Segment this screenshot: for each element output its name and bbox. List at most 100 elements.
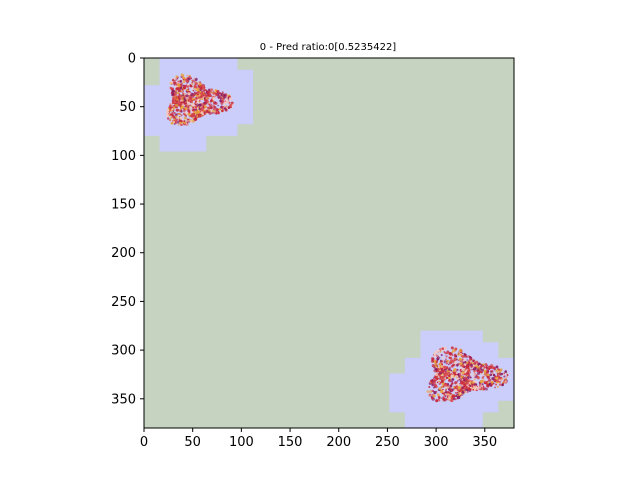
tissue-point xyxy=(195,92,198,94)
tissue-point xyxy=(462,352,464,354)
tissue-point xyxy=(183,102,187,105)
tissue-point xyxy=(431,393,434,396)
tissue-point xyxy=(447,384,449,387)
tissue-point xyxy=(209,109,213,112)
tissue-point xyxy=(199,95,201,98)
tissue-point xyxy=(492,372,494,375)
tissue-point xyxy=(200,92,204,96)
tissue-point xyxy=(450,357,453,361)
tissue-point xyxy=(441,360,444,363)
tissue-point xyxy=(453,358,457,362)
tissue-point xyxy=(496,379,500,383)
tissue-point xyxy=(195,86,198,89)
tissue-point xyxy=(457,395,461,400)
tissue-point xyxy=(436,357,440,361)
tissue-point xyxy=(472,373,476,378)
tissue-point xyxy=(188,111,191,114)
tissue-point xyxy=(478,386,482,390)
tissue-point xyxy=(183,120,186,123)
tissue-point xyxy=(186,74,188,77)
tissue-point xyxy=(445,371,449,375)
x-tick-label: 300 xyxy=(424,435,449,450)
x-tick-label: 200 xyxy=(326,435,351,450)
tissue-point xyxy=(184,107,188,111)
tissue-point xyxy=(444,391,448,394)
tissue-point xyxy=(169,119,172,121)
tissue-point xyxy=(190,98,192,100)
tissue-point xyxy=(462,361,464,363)
tissue-point xyxy=(187,118,189,121)
tissue-point xyxy=(445,376,449,380)
tissue-point xyxy=(196,105,199,107)
x-tick-label: 0 xyxy=(140,435,148,450)
tissue-point xyxy=(180,73,184,77)
tissue-point xyxy=(438,398,440,400)
tissue-point xyxy=(166,117,170,120)
tissue-point xyxy=(490,370,493,373)
tissue-point xyxy=(439,350,442,353)
tissue-point xyxy=(463,358,466,362)
tissue-point xyxy=(480,371,483,373)
tissue-point xyxy=(185,94,189,98)
tissue-point xyxy=(490,380,494,384)
tissue-point xyxy=(183,84,187,88)
tissue-point xyxy=(441,397,443,399)
tissue-point xyxy=(204,107,207,111)
tissue-point xyxy=(188,121,190,123)
tissue-point xyxy=(173,76,177,81)
tissue-point xyxy=(435,370,438,373)
tissue-point xyxy=(456,368,459,372)
tissue-point xyxy=(443,378,446,381)
tissue-point xyxy=(442,397,446,401)
tissue-point xyxy=(212,96,216,100)
tissue-point xyxy=(476,376,480,380)
tissue-point xyxy=(451,380,454,383)
tissue-point xyxy=(193,98,196,101)
tissue-point xyxy=(190,110,193,112)
tissue-point xyxy=(183,92,185,94)
tissue-point xyxy=(182,76,185,79)
tissue-point xyxy=(488,367,491,370)
tissue-point xyxy=(192,108,195,112)
tissue-point xyxy=(189,84,192,87)
tissue-point xyxy=(469,356,472,359)
tissue-point xyxy=(215,112,218,115)
tissue-point xyxy=(460,380,464,385)
tissue-point xyxy=(231,102,234,105)
tissue-point xyxy=(432,364,436,368)
tissue-point xyxy=(203,97,206,100)
tissue-point xyxy=(175,108,180,112)
tissue-point xyxy=(469,376,472,379)
tissue-point xyxy=(216,89,220,93)
tissue-point xyxy=(446,352,449,355)
tissue-point xyxy=(428,393,432,397)
tissue-point xyxy=(460,375,464,379)
x-tick-label: 150 xyxy=(278,435,303,450)
tissue-point xyxy=(197,85,200,88)
tissue-point xyxy=(466,371,469,375)
tissue-point xyxy=(191,81,193,84)
tissue-point xyxy=(482,378,484,381)
tissue-point xyxy=(223,93,226,97)
tissue-point xyxy=(467,361,471,365)
tissue-point xyxy=(499,372,503,376)
tissue-point xyxy=(203,92,206,95)
tissue-point xyxy=(462,366,465,368)
tissue-point xyxy=(479,364,481,367)
tissue-point xyxy=(181,101,183,104)
tissue-point xyxy=(431,384,434,387)
tissue-point xyxy=(206,90,210,94)
tissue-point xyxy=(431,359,435,363)
tissue-point xyxy=(178,119,182,123)
tissue-point xyxy=(217,95,221,99)
tissue-point xyxy=(501,378,503,381)
tissue-point xyxy=(191,87,193,90)
tissue-point xyxy=(170,81,174,85)
tissue-point xyxy=(449,392,452,395)
tissue-point xyxy=(207,109,210,112)
tissue-point xyxy=(503,372,506,375)
y-tick-label: 150 xyxy=(111,198,136,213)
tissue-point xyxy=(463,368,465,371)
tissue-point xyxy=(199,98,201,100)
tissue-point xyxy=(450,346,454,350)
